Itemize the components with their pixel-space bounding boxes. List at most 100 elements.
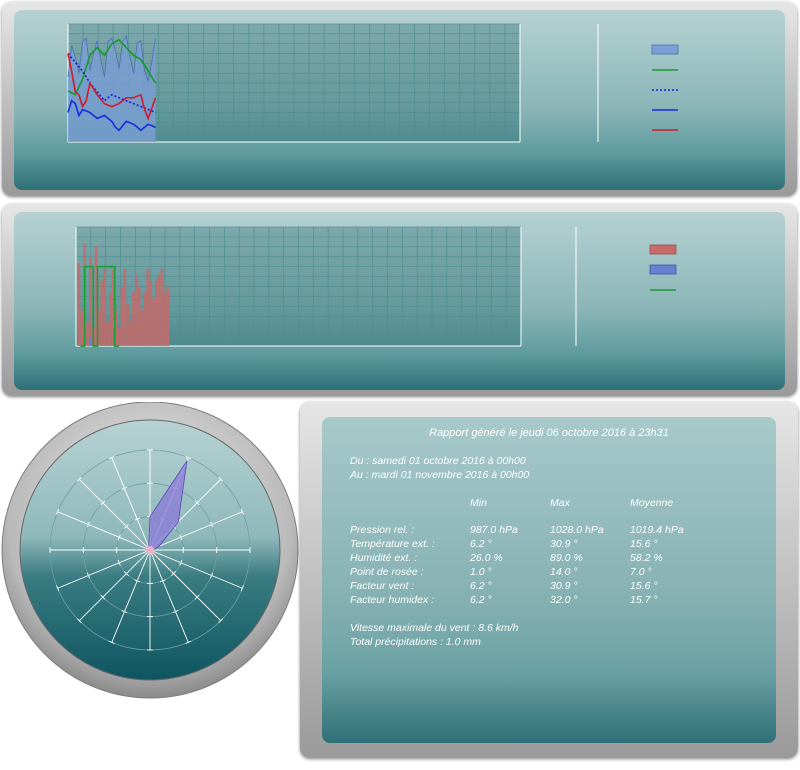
report-header-avg: Moyenne <box>630 497 674 509</box>
wind-speed-bar <box>131 292 135 346</box>
temperature-line <box>67 53 157 121</box>
rose-tick <box>134 579 141 583</box>
rose-tick <box>218 476 224 482</box>
rose-tick <box>185 456 192 460</box>
wind-factor-line <box>67 52 156 114</box>
wind-speed-bar <box>134 274 138 346</box>
wind-speed-bar <box>106 322 110 346</box>
wind-speed-bar <box>103 268 107 346</box>
wind-speed-bar <box>154 280 158 346</box>
rose-tick <box>86 572 90 579</box>
wind-speed-bar <box>152 298 155 346</box>
report-period-from: Du : samedi 01 octobre 2016 à 00h00 <box>350 455 526 467</box>
wind-speed-bar <box>160 268 164 346</box>
wind-chart-area <box>14 212 785 390</box>
row-min: 26.0 % <box>470 552 503 564</box>
pressure-line <box>67 38 157 96</box>
rose-tick <box>123 523 129 529</box>
rose-tick <box>121 610 128 614</box>
rose-tick <box>100 500 106 506</box>
rose-tick <box>117 559 121 566</box>
row-label: Pression rel. : <box>350 524 415 536</box>
rose-tick <box>117 534 121 541</box>
row-max: 30.9 ° <box>550 538 578 550</box>
precipitation-bar <box>88 338 92 346</box>
report-max-wind: Vitesse maximale du vent : 8.6 km/h <box>350 622 519 634</box>
wind-speed-bar <box>88 256 92 346</box>
rose-spoke <box>111 549 151 643</box>
legend-swatch <box>649 264 677 275</box>
rose-spoke <box>78 549 151 622</box>
wind-speed-bar <box>137 286 141 346</box>
row-avg: 15.7 ° <box>630 594 658 606</box>
row-min: 6.2 ° <box>470 594 492 606</box>
temperature-chart-panel <box>2 2 797 196</box>
wind-speed-bar <box>114 310 118 346</box>
report-header-max: Max <box>550 497 570 509</box>
rose-tick <box>76 618 82 624</box>
wind-speed-bar <box>117 328 121 346</box>
rose-tick <box>172 610 179 614</box>
rose-spoke <box>149 549 243 589</box>
rose-spoke <box>149 511 243 551</box>
row-label: Facteur humidex : <box>350 594 435 606</box>
rose-tick <box>179 559 183 566</box>
wind-speed-bar <box>140 310 144 346</box>
wind-rose <box>1 401 299 699</box>
row-avg: 58.2 % <box>630 552 663 564</box>
rose-tick <box>76 476 82 482</box>
row-avg: 1019.4 hPa <box>630 524 684 536</box>
report-period-to: Au : mardi 01 novembre 2016 à 00h00 <box>350 469 530 481</box>
legend-swatch <box>649 244 677 255</box>
rose-tick <box>159 579 166 583</box>
row-label: Humidité ext. : <box>350 552 418 564</box>
wind-speed-bar <box>111 268 115 346</box>
row-max: 89.0 % <box>550 552 583 564</box>
row-min: 6.2 ° <box>470 538 492 550</box>
rose-tick <box>171 571 177 577</box>
report-header-min: Min <box>470 497 487 509</box>
report-title: Rapport généré le jeudi 06 octobre 2016 … <box>429 427 669 439</box>
temperature-chart <box>67 23 679 143</box>
rose-spoke <box>57 511 151 551</box>
wind-chart <box>75 226 677 347</box>
row-min: 1.0 ° <box>470 566 492 578</box>
dew-point-line <box>67 99 156 132</box>
rose-spoke <box>57 549 151 589</box>
row-max: 1028.0 hPa <box>550 524 604 536</box>
wind-speed-bar <box>126 304 130 346</box>
rose-tick <box>56 585 60 592</box>
wind-rose-panel <box>0 401 300 700</box>
rose-tick <box>185 640 192 644</box>
wind-speed-bar <box>146 268 150 346</box>
rose-tick <box>86 521 90 528</box>
wind-speed-bar <box>163 292 167 346</box>
temperature-chart-area <box>14 10 785 190</box>
rose-tick <box>108 456 115 460</box>
row-max: 32.0 ° <box>550 594 578 606</box>
wind-chart-panel <box>2 204 797 396</box>
rose-tick <box>210 572 214 579</box>
row-avg: 7.0 ° <box>630 566 652 578</box>
rose-tick <box>218 618 224 624</box>
row-min: 987.0 hPa <box>470 524 518 536</box>
wind-speed-bar <box>94 246 98 346</box>
report-area: Rapport généré le jeudi 06 octobre 2016 … <box>322 417 776 743</box>
row-avg: 15.6 ° <box>630 538 658 550</box>
report-total-rain: Total précipitations : 1.0 mm <box>350 636 481 648</box>
rose-spoke <box>111 457 151 551</box>
row-max: 30.9 ° <box>550 580 578 592</box>
rose-tick <box>123 571 129 577</box>
rose-spoke <box>149 549 222 622</box>
row-max: 14.0 ° <box>550 566 578 578</box>
precipitation-24h-line <box>80 265 120 347</box>
wind-speed-bar <box>77 262 81 346</box>
rose-tick <box>240 585 244 592</box>
rose-tick <box>179 534 183 541</box>
row-avg: 15.6 ° <box>630 580 658 592</box>
wind-speed-bar <box>157 274 161 346</box>
rose-spoke <box>149 549 189 643</box>
wind-speed-bar <box>109 292 112 346</box>
legend-swatch <box>651 44 679 55</box>
humidity-area <box>68 35 156 142</box>
